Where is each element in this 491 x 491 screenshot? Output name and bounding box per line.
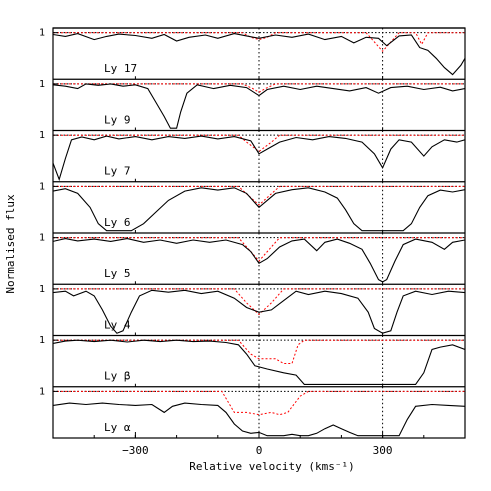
spectrum-line — [53, 402, 465, 437]
y-axis-label: Normalised flux — [4, 194, 17, 294]
spectrum-line — [53, 289, 465, 334]
ion-label: Ly β — [104, 370, 131, 383]
unit-tick-label: 1 — [39, 28, 45, 39]
model-line — [53, 185, 465, 206]
unit-tick-label: 1 — [39, 130, 45, 141]
unit-tick-label: 1 — [39, 181, 45, 192]
spectrum-line — [53, 33, 465, 76]
x-tick-label: −300 — [122, 444, 149, 457]
spectrum-line — [53, 339, 465, 385]
unit-tick-label: 1 — [39, 386, 45, 397]
unit-tick-label: 1 — [39, 335, 45, 346]
axes-group: −300 0 300 — [52, 27, 466, 457]
model-line — [53, 237, 465, 262]
ion-label: Ly 7 — [104, 165, 131, 178]
model-line — [53, 134, 465, 153]
ion-label: Ly 5 — [104, 267, 131, 280]
unit-tick-label: 1 — [39, 233, 45, 244]
panel-4: 1 Ly 5 — [39, 232, 465, 285]
spectrum-line — [53, 135, 465, 182]
panel-6: 1 Ly β — [39, 334, 465, 387]
x-axis-label: Relative velocity (kms⁻¹) — [189, 460, 355, 473]
panels-group: 1 Ly 17 1 Ly 9 1 Ly 7 1 Ly 6 1 Ly 5 1 Ly 4 1 Ly β 1 Ly … — [39, 27, 465, 438]
panel-7: 1 Ly α — [39, 386, 465, 438]
panel-1: 1 Ly 9 — [39, 78, 465, 131]
model-line — [53, 83, 465, 93]
spectrum-line — [53, 238, 465, 283]
unit-tick-label: 1 — [39, 284, 45, 295]
model-line — [53, 288, 465, 316]
ion-label: Ly 9 — [104, 113, 131, 126]
unit-tick-label: 1 — [39, 79, 45, 90]
spectrum-line — [53, 83, 465, 129]
model-line — [53, 32, 465, 53]
spectrum-line — [53, 187, 465, 232]
panel-5: 1 Ly 4 — [39, 283, 465, 336]
panel-0: 1 Ly 17 — [39, 27, 465, 80]
ion-label: Ly α — [104, 421, 131, 434]
model-line — [53, 390, 465, 416]
x-tick-label: 0 — [256, 444, 263, 457]
panel-2: 1 Ly 7 — [39, 129, 465, 182]
panel-3: 1 Ly 6 — [39, 181, 465, 233]
x-tick-label: 300 — [373, 444, 393, 457]
ion-label: Ly 6 — [104, 216, 131, 229]
ion-label: Ly 17 — [104, 62, 137, 75]
ion-label: Ly 4 — [104, 318, 131, 331]
